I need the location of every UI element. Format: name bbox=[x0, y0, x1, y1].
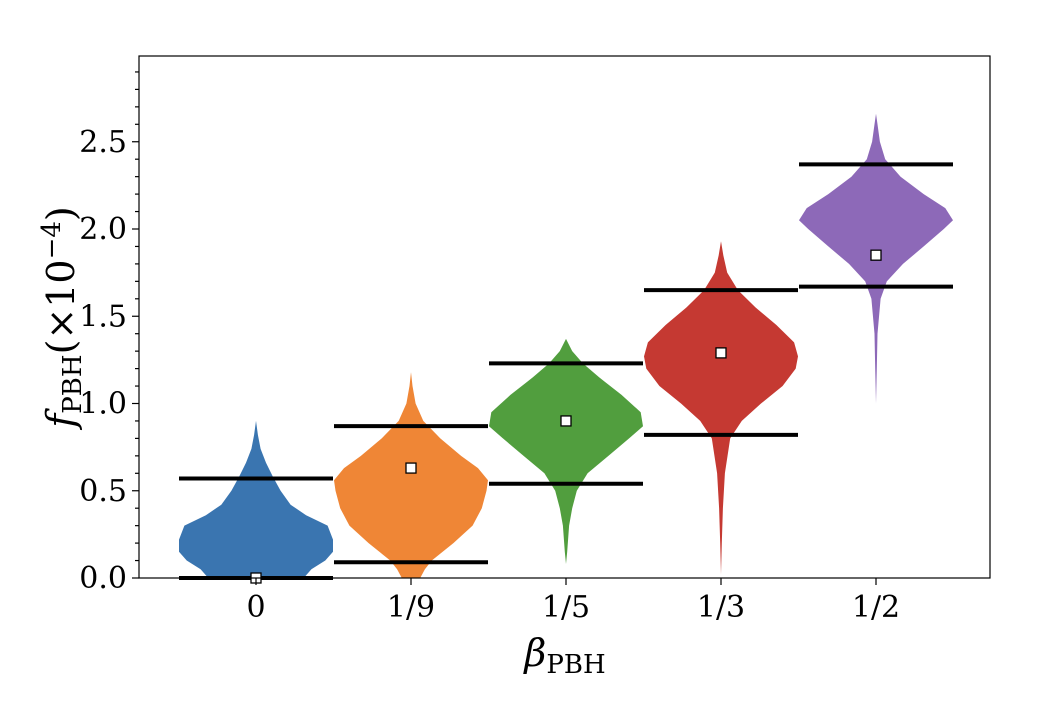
x-tick-label: 0 bbox=[246, 590, 265, 625]
median-marker bbox=[405, 462, 417, 474]
y-axis-label-exp: −4 bbox=[37, 221, 67, 259]
median-marker bbox=[560, 415, 572, 427]
y-tick-label: 2.5 bbox=[79, 125, 127, 160]
x-axis-label-main: β bbox=[522, 631, 546, 675]
x-tick-label: 1/2 bbox=[852, 590, 900, 625]
x-axis-label: βPBH bbox=[522, 631, 605, 680]
y-tick-label: 0.5 bbox=[79, 474, 127, 509]
y-axis-label-close: ) bbox=[39, 206, 83, 221]
y-tick-label: 1.5 bbox=[79, 299, 127, 334]
x-tick-label: 1/5 bbox=[542, 590, 590, 625]
x-tick-label: 1/3 bbox=[697, 590, 745, 625]
y-axis-label: fPBH(×10−4) bbox=[37, 206, 88, 431]
violin-body bbox=[179, 420, 333, 578]
y-tick-label: 1.0 bbox=[79, 387, 127, 422]
y-axis-label-sub: PBH bbox=[58, 354, 88, 413]
y-tick-label: 0.0 bbox=[79, 561, 127, 596]
violin-body bbox=[334, 372, 488, 578]
x-axis: 0 1/9 1/5 1/3 1/2 bbox=[246, 578, 900, 625]
median-marker bbox=[715, 347, 727, 359]
violin-body bbox=[644, 241, 798, 575]
median-marker bbox=[870, 249, 882, 261]
violin-body bbox=[489, 338, 643, 564]
x-tick-label: 1/9 bbox=[387, 590, 435, 625]
y-axis: 0.0 0.5 1.0 1.5 2.0 2.5 bbox=[79, 71, 139, 596]
y-tick-label: 2.0 bbox=[79, 212, 127, 247]
plot-frame bbox=[138, 55, 991, 579]
violins-layer bbox=[179, 113, 953, 578]
x-axis-label-sub: PBH bbox=[546, 650, 605, 680]
y-axis-label-group: fPBH(×10−4) bbox=[37, 206, 88, 431]
y-axis-label-suffix: (×10 bbox=[39, 259, 83, 354]
